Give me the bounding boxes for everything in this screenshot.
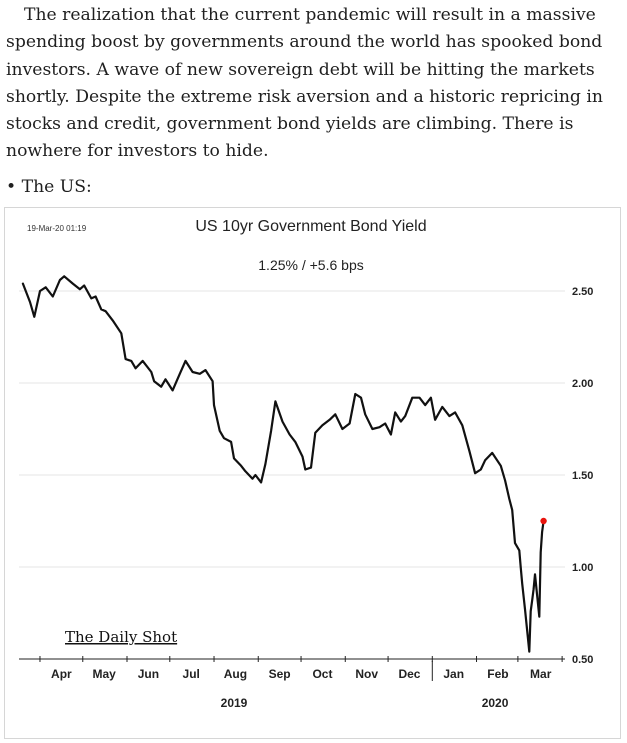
x-tick-label: Jan [443,667,464,681]
article-paragraph: The realization that the current pandemi… [6,5,603,162]
y-tick-label: 2.00 [572,378,593,390]
bullet-item: • The US: [6,174,92,201]
y-axis-labels: 2.50 2.00 1.50 1.00 0.50 [572,286,593,666]
x-tick-label: Mar [530,667,552,681]
year-label: 2019 [221,696,248,710]
year-label: 2020 [482,696,509,710]
x-tick-label: Nov [355,667,378,681]
chart-grid [19,290,565,568]
chart-title: US 10yr Government Bond Yield [195,218,426,235]
series-line [21,275,545,653]
chart-frame: 19-Mar-20 01:19 US 10yr Government Bond … [4,207,621,739]
chart-svg: 19-Mar-20 01:19 US 10yr Government Bond … [19,218,593,710]
chart-subtitle: 1.25% / +5.6 bps [258,257,363,273]
x-tick-label: Aug [224,667,247,681]
x-axis: Apr May Jun Jul Aug Sep Oct Nov Dec Jan Feb Mar 2019… [19,656,565,710]
x-tick-label: Sep [269,667,291,681]
bullet-symbol: • [6,177,17,197]
x-tick-label: Feb [487,667,508,681]
y-tick-label: 1.00 [572,562,593,574]
x-tick-label: Oct [312,667,332,681]
x-tick-label: Apr [51,667,72,681]
y-tick-label: 0.50 [572,654,593,666]
x-tick-label: May [92,667,116,681]
x-tick-label: Dec [398,667,420,681]
x-tick-label: Jun [138,667,159,681]
chart-timestamp: 19-Mar-20 01:19 [27,224,87,233]
watermark-logo: The Daily Shot [65,628,177,646]
y-tick-label: 2.50 [572,286,593,298]
y-tick-label: 1.50 [572,470,593,482]
x-tick-label: Jul [183,667,200,681]
last-point-marker [540,517,547,525]
bullet-text: The US: [21,177,92,197]
